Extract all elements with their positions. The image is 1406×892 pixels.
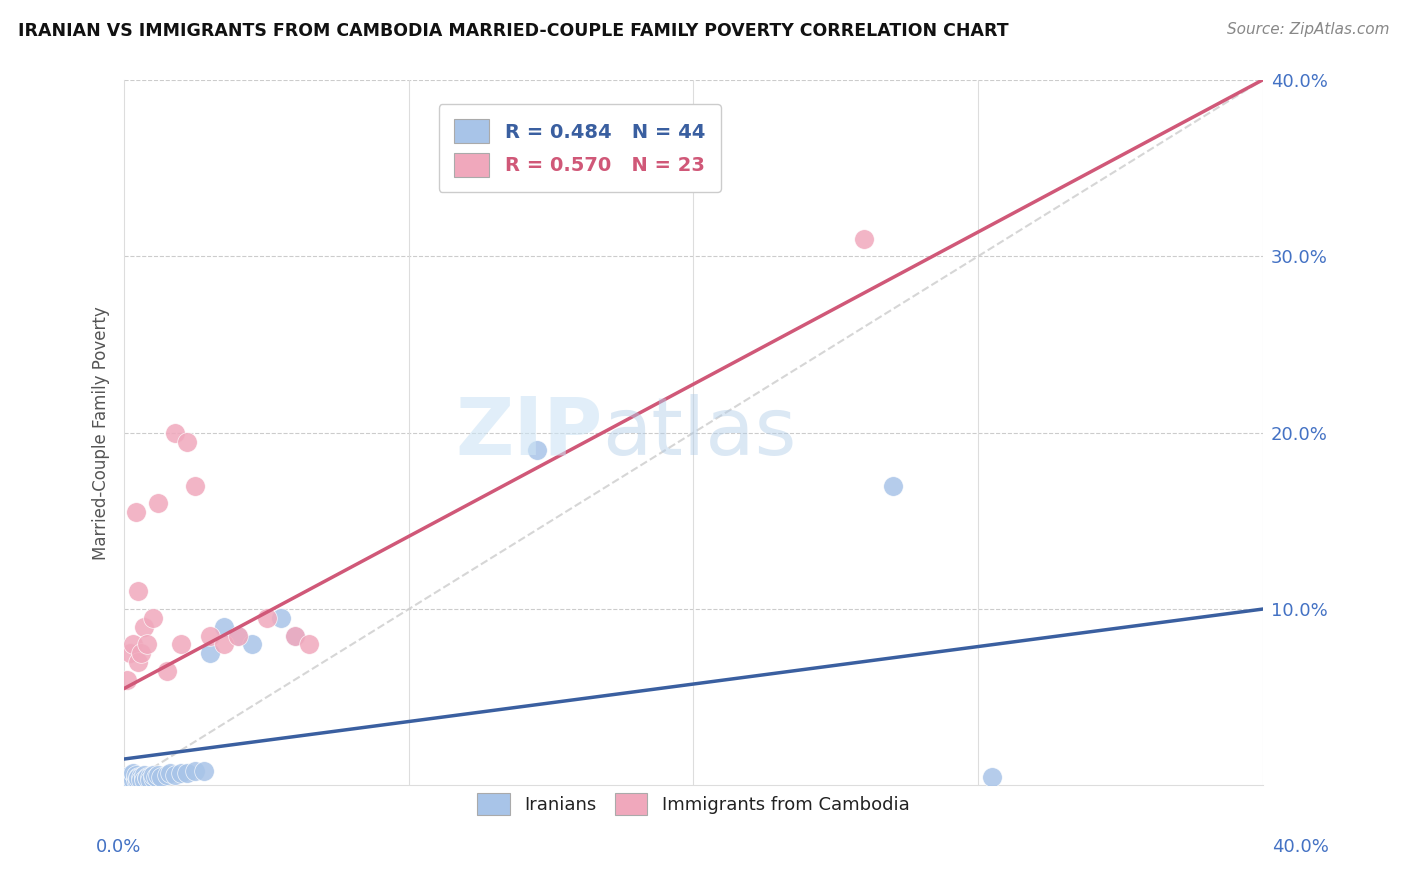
- Point: [127, 770, 149, 784]
- Point: [145, 770, 167, 784]
- Point: [124, 768, 146, 782]
- Point: [115, 770, 138, 784]
- Point: [284, 628, 307, 642]
- Point: [124, 505, 146, 519]
- Point: [142, 772, 165, 786]
- Point: [129, 646, 152, 660]
- Y-axis label: Married-Couple Family Poverty: Married-Couple Family Poverty: [93, 306, 110, 559]
- Point: [139, 773, 162, 788]
- Point: [136, 637, 159, 651]
- Point: [118, 768, 141, 782]
- Point: [124, 773, 146, 788]
- Point: [150, 770, 173, 784]
- Point: [134, 773, 156, 788]
- Point: [134, 620, 156, 634]
- Point: [129, 770, 152, 784]
- Point: [170, 637, 193, 651]
- Point: [156, 664, 179, 678]
- Point: [184, 764, 207, 779]
- Point: [134, 772, 156, 786]
- Point: [127, 775, 149, 789]
- Point: [134, 768, 156, 782]
- Text: ZIP: ZIP: [456, 393, 602, 472]
- Point: [270, 611, 292, 625]
- Point: [198, 646, 221, 660]
- Point: [142, 611, 165, 625]
- Point: [148, 768, 170, 782]
- Text: 40.0%: 40.0%: [1272, 838, 1329, 855]
- Text: atlas: atlas: [602, 393, 797, 472]
- Point: [118, 646, 141, 660]
- Point: [853, 232, 876, 246]
- Point: [212, 637, 235, 651]
- Point: [115, 773, 138, 788]
- Point: [882, 478, 904, 492]
- Point: [184, 478, 207, 492]
- Point: [198, 628, 221, 642]
- Point: [142, 768, 165, 782]
- Point: [226, 628, 249, 642]
- Point: [115, 673, 138, 687]
- Point: [298, 637, 321, 651]
- Point: [256, 611, 278, 625]
- Point: [129, 773, 152, 788]
- Point: [148, 496, 170, 510]
- Point: [526, 443, 548, 458]
- Point: [176, 434, 198, 449]
- Point: [121, 637, 143, 651]
- Point: [240, 637, 263, 651]
- Point: [159, 766, 181, 780]
- Point: [121, 766, 143, 780]
- Point: [165, 425, 187, 440]
- Point: [212, 620, 235, 634]
- Point: [124, 772, 146, 786]
- Legend: Iranians, Immigrants from Cambodia: Iranians, Immigrants from Cambodia: [463, 779, 924, 830]
- Point: [165, 768, 187, 782]
- Point: [136, 770, 159, 784]
- Point: [156, 768, 179, 782]
- Point: [284, 628, 307, 642]
- Point: [136, 772, 159, 786]
- Point: [176, 766, 198, 780]
- Point: [127, 584, 149, 599]
- Point: [981, 770, 1004, 784]
- Point: [170, 766, 193, 780]
- Text: Source: ZipAtlas.com: Source: ZipAtlas.com: [1226, 22, 1389, 37]
- Point: [127, 655, 149, 669]
- Text: IRANIAN VS IMMIGRANTS FROM CAMBODIA MARRIED-COUPLE FAMILY POVERTY CORRELATION CH: IRANIAN VS IMMIGRANTS FROM CAMBODIA MARR…: [18, 22, 1010, 40]
- Point: [127, 772, 149, 786]
- Point: [121, 773, 143, 788]
- Point: [118, 772, 141, 786]
- Point: [226, 628, 249, 642]
- Point: [193, 764, 215, 779]
- Point: [118, 775, 141, 789]
- Point: [121, 770, 143, 784]
- Text: 0.0%: 0.0%: [96, 838, 141, 855]
- Point: [139, 770, 162, 784]
